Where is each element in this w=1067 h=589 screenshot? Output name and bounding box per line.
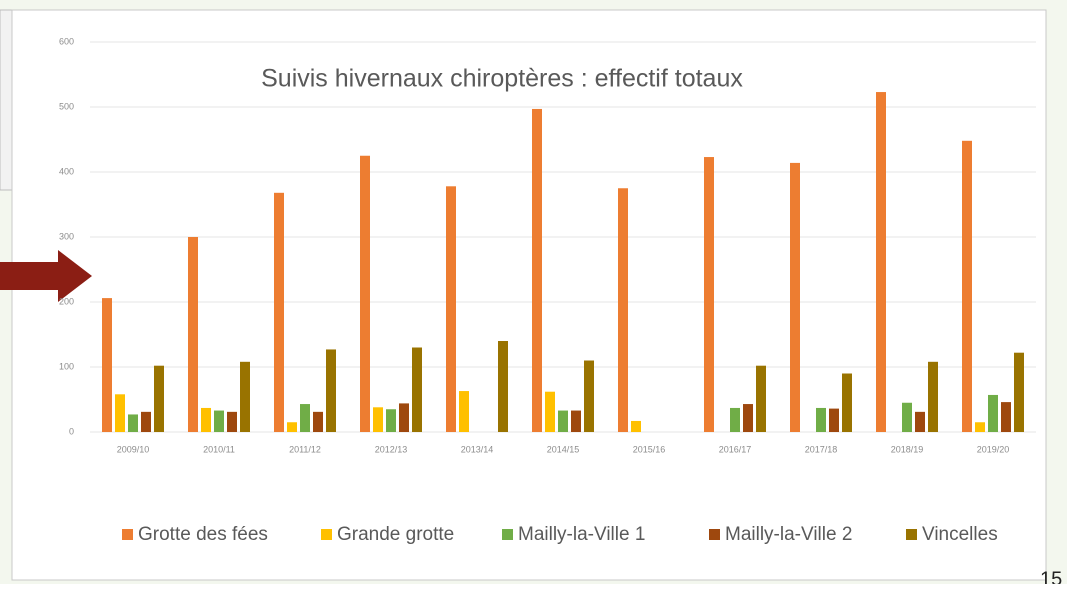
legend-label: Mailly-la-Ville 1 <box>518 524 645 545</box>
bar <box>988 394 998 432</box>
bar <box>300 404 310 432</box>
bar <box>545 391 555 432</box>
bar <box>584 360 594 432</box>
bar <box>1014 352 1024 432</box>
bar <box>274 192 284 432</box>
bar <box>756 365 766 432</box>
bar <box>373 407 383 432</box>
x-tick-label: 2019/20 <box>977 444 1010 454</box>
legend-label: Vincelles <box>922 524 998 545</box>
bar <box>842 373 852 432</box>
bar <box>962 140 972 433</box>
legend-swatch <box>502 529 513 540</box>
bar <box>360 155 370 432</box>
bar <box>790 162 800 432</box>
bar <box>459 391 469 432</box>
bar <box>1001 402 1011 432</box>
bar <box>446 186 456 432</box>
x-tick-label: 2016/17 <box>719 444 752 454</box>
x-tick-label: 2011/12 <box>289 444 321 454</box>
bar <box>386 409 396 432</box>
page-number: 15 <box>1040 568 1062 584</box>
bar <box>876 92 886 433</box>
x-tick-label: 2010/11 <box>203 444 235 454</box>
x-tick-label: 2013/14 <box>461 444 494 454</box>
bar <box>214 410 224 432</box>
x-tick-label: 2017/18 <box>805 444 838 454</box>
bar <box>102 298 112 432</box>
legend-swatch <box>709 529 720 540</box>
legend-swatch <box>906 529 917 540</box>
bar <box>287 422 297 432</box>
bar <box>188 237 198 432</box>
bar <box>558 410 568 432</box>
bar <box>618 188 628 432</box>
x-tick-label: 2015/16 <box>633 444 666 454</box>
bar <box>532 108 542 432</box>
bar <box>412 347 422 432</box>
bar <box>571 410 581 432</box>
bar <box>326 349 336 432</box>
bar <box>902 402 912 432</box>
bar <box>201 407 211 432</box>
y-tick-label: 100 <box>59 361 74 371</box>
x-tick-label: 2009/10 <box>117 444 150 454</box>
bar <box>829 408 839 432</box>
bar <box>313 411 323 432</box>
bar <box>128 414 138 432</box>
y-tick-label: 200 <box>59 296 74 306</box>
legend-swatch <box>122 529 133 540</box>
y-tick-label: 600 <box>59 36 74 46</box>
arrow <box>0 250 92 302</box>
y-tick-label: 500 <box>59 101 74 111</box>
y-tick-label: 400 <box>59 166 74 176</box>
bar <box>631 420 641 432</box>
bar <box>730 407 740 432</box>
bar <box>928 361 938 432</box>
bar <box>704 157 714 433</box>
bar <box>915 411 925 432</box>
bar <box>115 394 125 432</box>
x-tick-label: 2012/13 <box>375 444 408 454</box>
y-tick-label: 300 <box>59 231 74 241</box>
legend-label: Mailly-la-Ville 2 <box>725 524 852 545</box>
chart-title: Suivis hivernaux chiroptères : effectif … <box>261 65 743 93</box>
bar <box>240 361 250 432</box>
bar <box>227 411 237 432</box>
bar <box>399 403 409 432</box>
bar <box>975 422 985 432</box>
bar <box>816 407 826 432</box>
legend-label: Grotte des fées <box>138 524 268 545</box>
bar <box>154 365 164 432</box>
x-tick-label: 2018/19 <box>891 444 924 454</box>
bar <box>743 404 753 432</box>
bar <box>141 411 151 432</box>
legend-swatch <box>321 529 332 540</box>
legend-label: Grande grotte <box>337 524 454 545</box>
chart-frame <box>11 9 1047 581</box>
x-tick-label: 2014/15 <box>547 444 580 454</box>
y-tick-label: 0 <box>69 426 74 436</box>
bar <box>498 341 508 432</box>
